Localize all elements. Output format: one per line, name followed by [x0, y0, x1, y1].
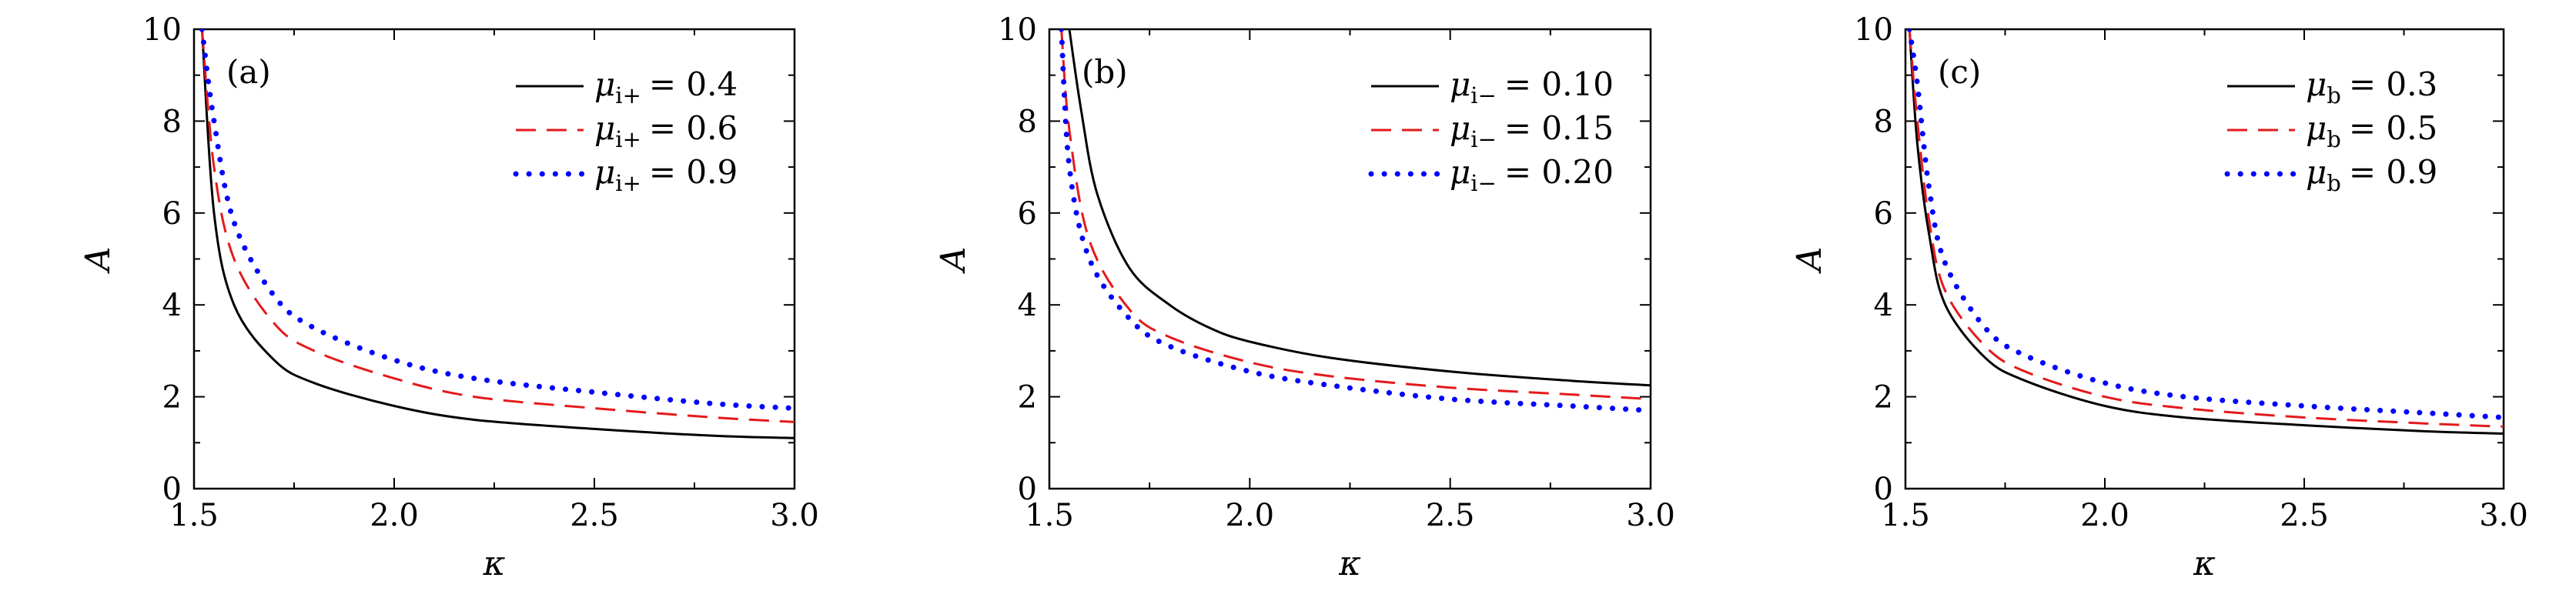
x-tick-label: 2.0 [1226, 498, 1275, 533]
legend-subscript: i− [1470, 126, 1497, 152]
series-line-2 [1908, 29, 2504, 428]
y-tick-label: 8 [162, 104, 182, 139]
legend-symbol: μ [1450, 65, 1470, 103]
y-tick-label: 0 [1018, 472, 1037, 507]
series-line-3 [199, 29, 795, 411]
legend-subscript: i− [1470, 82, 1497, 109]
legend-label-2: μb = 0.5 [2306, 109, 2437, 152]
panel-label: (a) [226, 53, 271, 91]
legend-subscript: b [2327, 82, 2341, 109]
legend-label-3: μi− = 0.20 [1450, 153, 1614, 196]
series-line-2 [200, 29, 795, 423]
y-tick-label: 6 [1018, 196, 1037, 232]
series-line-3 [1059, 29, 1651, 413]
legend-value: = 0.9 [649, 153, 738, 191]
legend-label-2: μi− = 0.15 [1450, 109, 1614, 152]
legend-symbol: μ [594, 153, 615, 191]
legend-symbol: μ [2306, 65, 2327, 103]
y-axis-label: A [79, 247, 118, 275]
panel-label: (c) [1938, 53, 1981, 91]
x-tick-label: 2.5 [2280, 498, 2329, 533]
legend-value: = 0.15 [1504, 109, 1614, 147]
y-tick-label: 2 [162, 380, 182, 416]
y-tick-label: 8 [1018, 104, 1037, 139]
y-axis-label: A [1790, 247, 1829, 275]
legend-subscript: b [2327, 126, 2341, 152]
series-line-2 [1060, 29, 1651, 401]
y-tick-label: 4 [162, 288, 182, 323]
y-tick-label: 0 [1874, 472, 1893, 507]
legend-label-1: μi− = 0.10 [1450, 65, 1614, 109]
legend-value: = 0.20 [1504, 153, 1614, 191]
panel-label: (b) [1082, 53, 1128, 91]
y-tick-label: 10 [998, 12, 1037, 48]
series-line-1 [1908, 29, 2504, 435]
legend-value: = 0.9 [2349, 153, 2437, 191]
y-tick-label: 2 [1018, 380, 1037, 416]
x-axis-label: κ [1338, 544, 1361, 583]
y-tick-label: 6 [162, 196, 182, 232]
legend-value: = 0.5 [2349, 109, 2437, 147]
x-axis-label: κ [2193, 544, 2216, 583]
legend-symbol: μ [594, 109, 615, 147]
legend-label-2: μi+ = 0.6 [594, 109, 738, 152]
y-tick-label: 0 [162, 472, 182, 507]
legend-subscript: b [2327, 170, 2341, 196]
legend-label-1: μi+ = 0.4 [594, 65, 738, 109]
legend-symbol: μ [1450, 109, 1470, 147]
x-tick-label: 2.0 [370, 498, 419, 533]
legend-symbol: μ [594, 65, 615, 103]
x-tick-label: 3.0 [1626, 498, 1675, 533]
legend-subscript: i+ [615, 126, 641, 152]
legend-symbol: μ [2306, 109, 2327, 147]
x-tick-label: 2.5 [1426, 498, 1475, 533]
legend-value: = 0.6 [649, 109, 738, 147]
x-tick-label: 2.0 [2080, 498, 2129, 533]
legend-symbol: μ [1450, 153, 1470, 191]
legend-label-3: μb = 0.9 [2306, 153, 2437, 196]
legend-subscript: i− [1470, 170, 1497, 196]
y-tick-label: 8 [1874, 104, 1893, 139]
y-tick-label: 2 [1874, 380, 1893, 416]
x-tick-label: 3.0 [2479, 498, 2528, 533]
y-tick-label: 10 [1854, 12, 1893, 48]
legend-label-1: μb = 0.3 [2306, 65, 2437, 109]
legend-symbol: μ [2306, 153, 2327, 191]
x-axis-label: κ [483, 544, 506, 583]
x-tick-label: 1.5 [169, 498, 219, 533]
y-axis-label: A [934, 247, 973, 275]
legend-value: = 0.4 [649, 65, 738, 103]
y-tick-label: 10 [142, 12, 182, 48]
x-tick-label: 2.5 [570, 498, 619, 533]
series-line-1 [200, 29, 795, 439]
legend-value: = 0.10 [1504, 65, 1614, 103]
x-tick-label: 3.0 [770, 498, 819, 533]
legend-subscript: i+ [615, 170, 641, 196]
legend-subscript: i+ [615, 82, 641, 109]
x-tick-label: 1.5 [1881, 498, 1930, 533]
y-tick-label: 6 [1874, 196, 1893, 232]
series-line-1 [1068, 29, 1651, 387]
legend-label-3: μi+ = 0.9 [594, 153, 738, 196]
x-tick-label: 1.5 [1025, 498, 1074, 533]
y-tick-label: 4 [1018, 288, 1037, 323]
y-tick-label: 4 [1874, 288, 1893, 323]
legend-value: = 0.3 [2349, 65, 2437, 103]
